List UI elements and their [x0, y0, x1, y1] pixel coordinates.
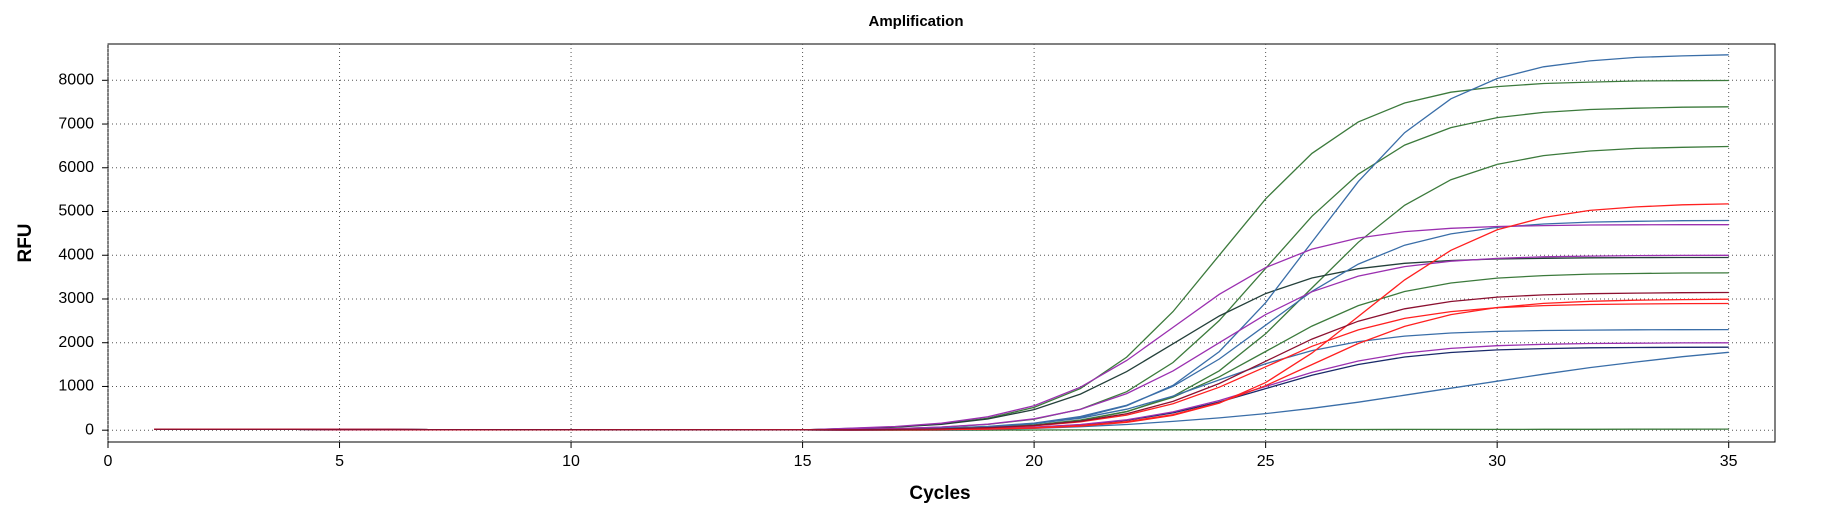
- amplification-curve: [154, 351, 1729, 431]
- y-tick-label: 1000: [58, 378, 94, 395]
- x-tick-label: 35: [1720, 453, 1738, 470]
- x-tick-label: 10: [562, 453, 580, 470]
- x-tick-label: 5: [335, 453, 344, 470]
- y-tick-label: 3000: [58, 290, 94, 307]
- amplification-curve: [154, 291, 1729, 431]
- y-tick-label: 6000: [58, 159, 94, 176]
- y-tick-label: 8000: [58, 72, 94, 89]
- x-tick-label: 20: [1025, 453, 1043, 470]
- amplification-curve: [154, 203, 1729, 431]
- x-tick-label: 30: [1488, 453, 1506, 470]
- y-tick-label: 2000: [58, 334, 94, 351]
- y-axis-label: RFU: [15, 223, 36, 262]
- amplification-curve: [154, 145, 1729, 431]
- x-tick-label: 25: [1257, 453, 1275, 470]
- amplification-curve: [154, 54, 1729, 431]
- amplification-curve: [154, 328, 1729, 431]
- x-tick-label: 15: [794, 453, 812, 470]
- amplification-curve: [154, 256, 1729, 431]
- y-tick-label: 5000: [58, 203, 94, 220]
- amplification-curve: [154, 219, 1729, 431]
- plot-frame: [107, 43, 1776, 443]
- y-tick-label: 0: [85, 421, 94, 438]
- y-tick-label: 7000: [58, 115, 94, 132]
- amplification-curve: [154, 302, 1729, 431]
- y-tick-label: 4000: [58, 246, 94, 263]
- x-axis-label: Cycles: [909, 483, 970, 504]
- amplification-curve: [154, 346, 1729, 431]
- amplification-curve: [154, 298, 1729, 431]
- x-tick-label: 0: [104, 453, 113, 470]
- amplification-curve: [154, 272, 1729, 431]
- chart-title: Amplification: [868, 13, 963, 30]
